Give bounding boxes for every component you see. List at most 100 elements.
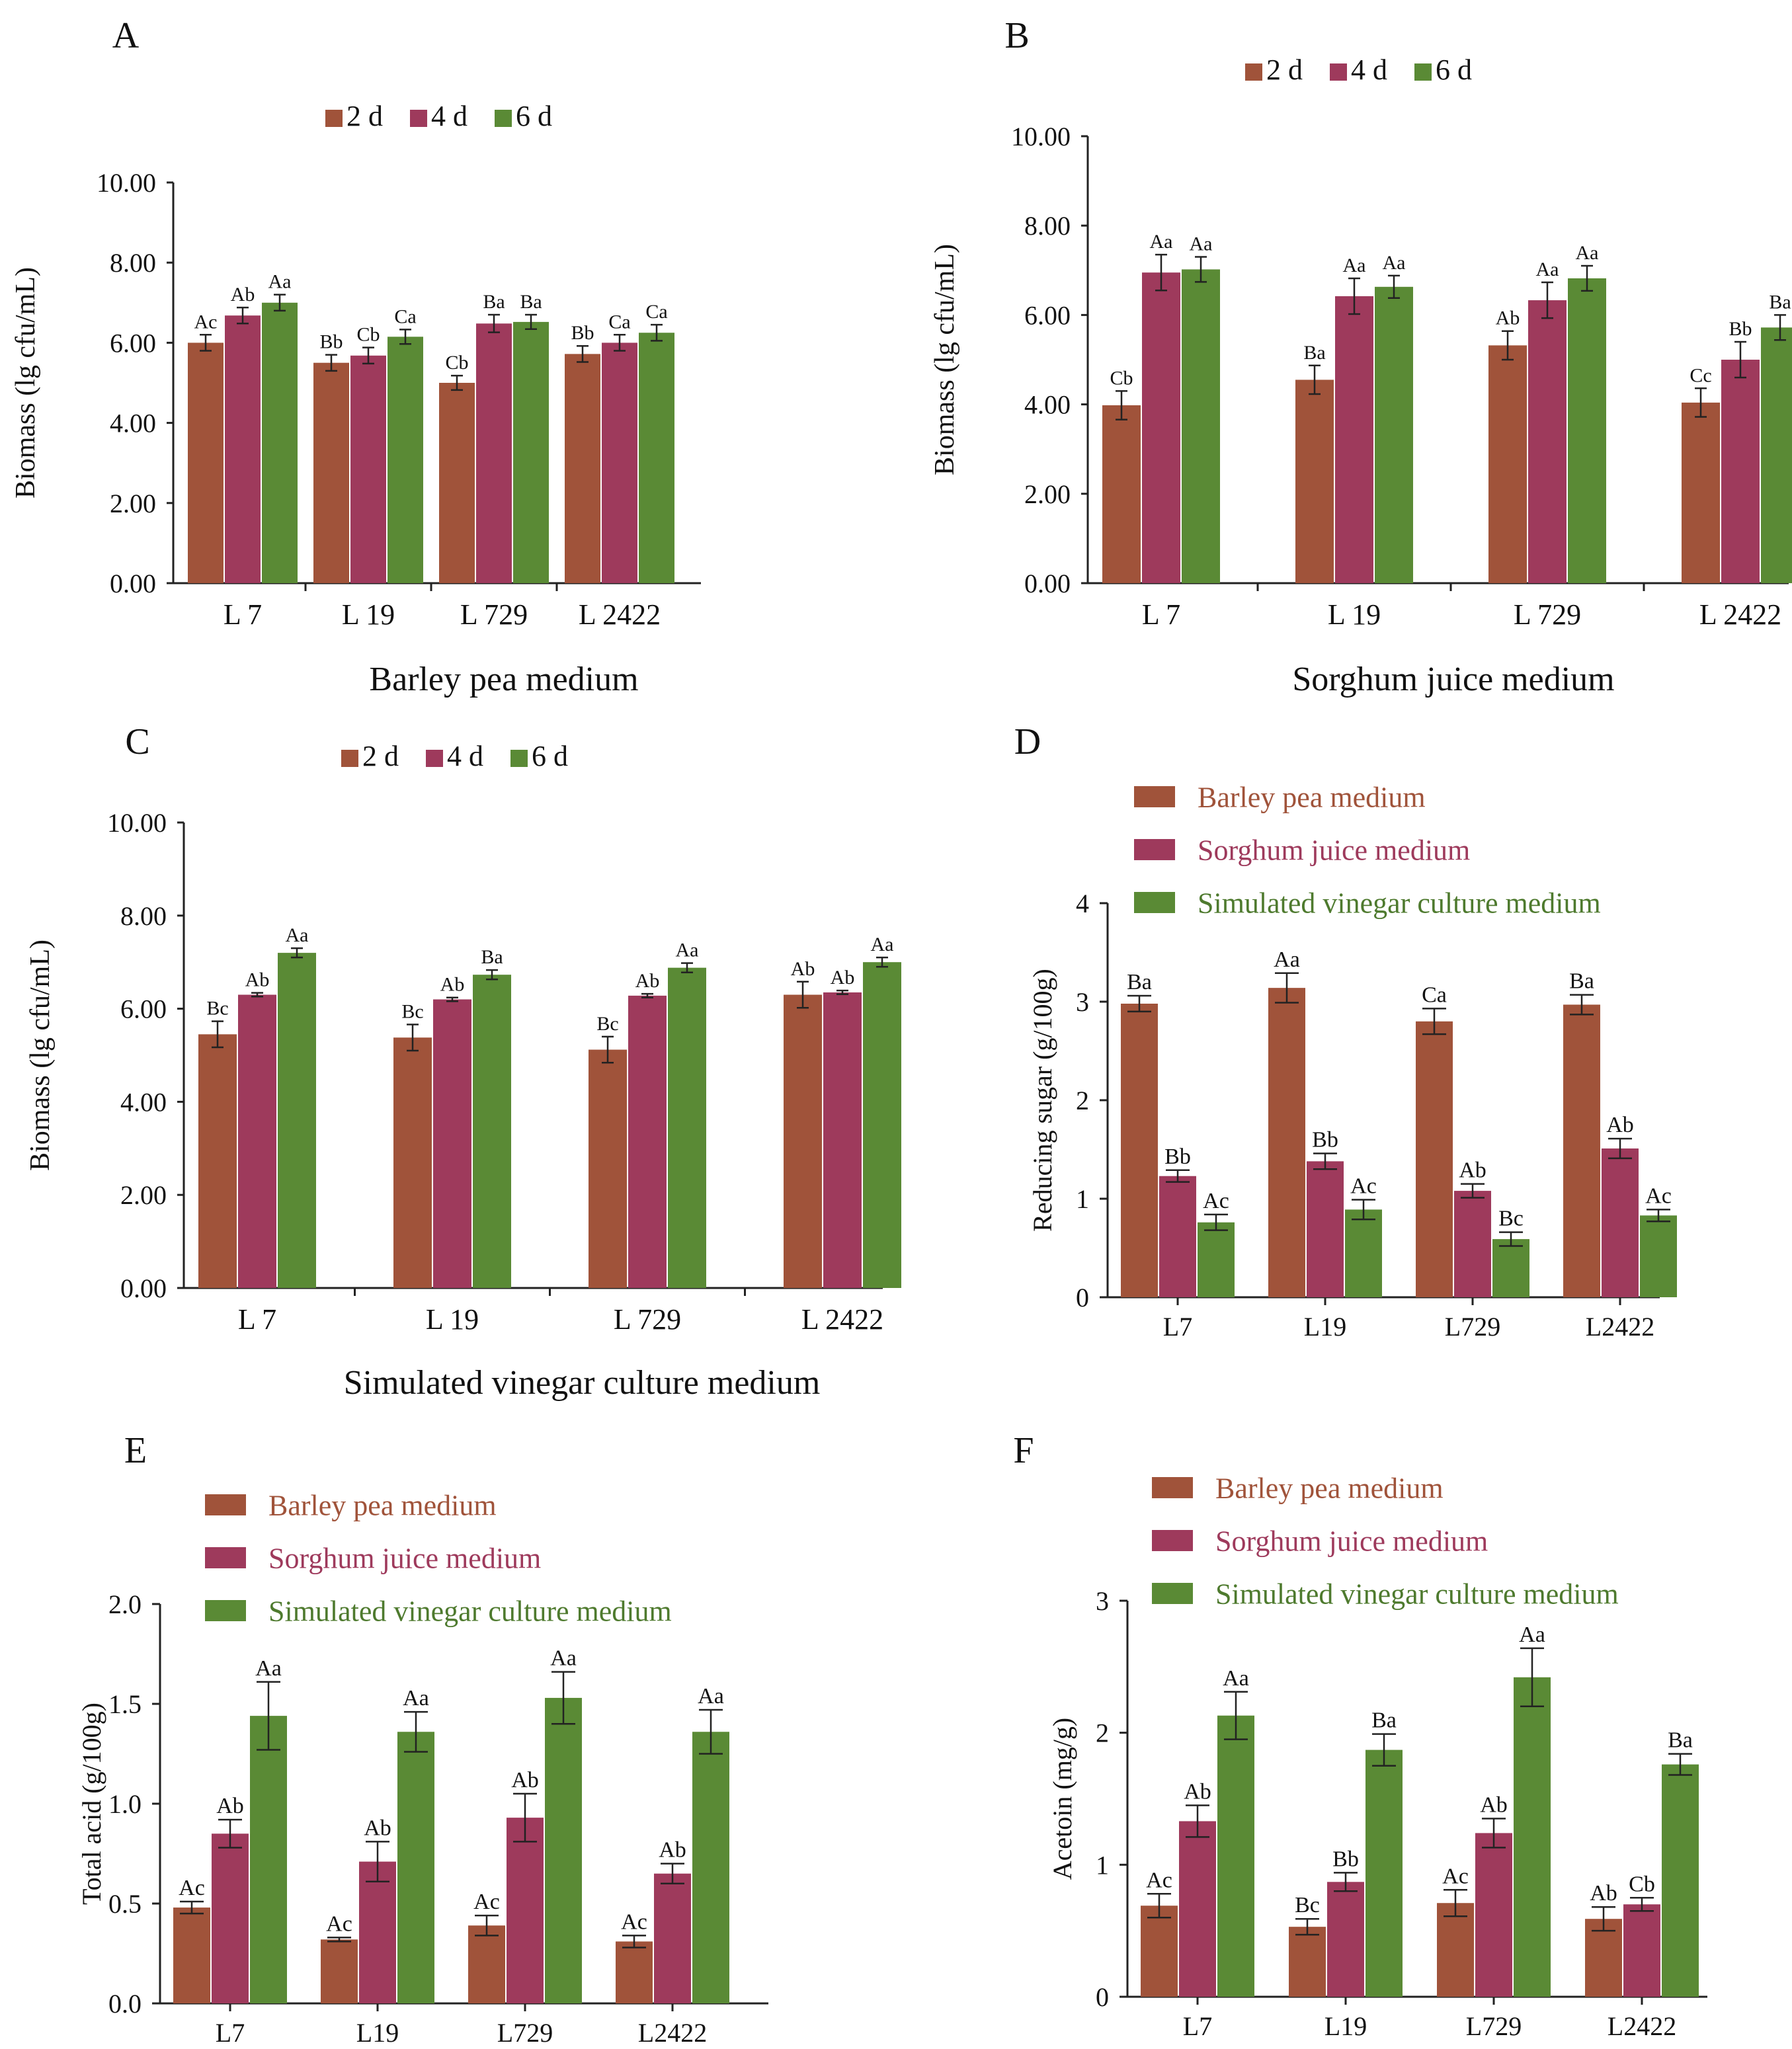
y-tick-label: 0.00 <box>120 1273 167 1303</box>
bar <box>1159 1176 1196 1297</box>
x-tick-label: L 2422 <box>1699 598 1781 631</box>
panel-letter: D <box>1014 721 1041 762</box>
x-tick-label: L7 <box>216 2018 245 2048</box>
bar <box>1492 1239 1529 1297</box>
x-tick-label: L19 <box>356 2018 399 2048</box>
significance-label: Ac <box>621 1909 647 1934</box>
significance-label: Ab <box>1459 1158 1487 1183</box>
legend-swatch <box>426 750 443 767</box>
x-tick-label: L 2422 <box>579 598 661 631</box>
legend-swatch <box>205 1547 246 1568</box>
bar <box>1217 1715 1254 1997</box>
legend-swatch <box>1330 63 1347 81</box>
bar <box>1307 1161 1344 1297</box>
y-tick-label: 2.00 <box>1024 479 1071 509</box>
significance-label: Bb <box>571 322 594 344</box>
legend-swatch <box>1152 1583 1193 1604</box>
bar <box>1179 1821 1216 1997</box>
significance-label: Aa <box>1274 947 1300 972</box>
bar <box>565 354 600 583</box>
y-axis-title: Acetoin (mg/g) <box>1047 1718 1077 1880</box>
bar <box>1289 1927 1326 1997</box>
significance-label: Ab <box>216 1794 244 1818</box>
bar <box>513 321 549 583</box>
bar <box>1682 402 1720 583</box>
significance-label: Bc <box>206 998 228 1020</box>
y-axis-title: Reducing sugar (g/100g) <box>1028 969 1057 1232</box>
y-tick-label: 1 <box>1096 1850 1109 1880</box>
panel-c: C 0.00 2.00 4.00 6.00 8.00 10.00 Biomass (lg cf… <box>25 721 901 1402</box>
y-tick-label: 6.00 <box>120 994 167 1024</box>
significance-label: Ba <box>483 291 505 313</box>
bar <box>1416 1021 1453 1297</box>
bar <box>1514 1677 1551 1997</box>
panel-b: B 0.00 2.00 4.00 6.00 8.00 10.00 Biomass (lg cf… <box>930 15 1792 698</box>
bar <box>439 383 475 583</box>
legend-label: Barley pea medium <box>1198 781 1426 813</box>
bar <box>433 999 471 1288</box>
y-tick-label: 8.00 <box>120 901 167 931</box>
x-axis-title: Simulated vinegar culture medium <box>344 1364 821 1402</box>
bar <box>1761 327 1792 583</box>
x-tick-label: L 729 <box>614 1303 681 1336</box>
bar <box>397 1732 434 2003</box>
bar <box>545 1697 582 2003</box>
y-tick-label: 0.0 <box>108 1989 142 2019</box>
legend: 2 d 4 d 6 d <box>341 740 568 772</box>
y-tick-label: 4.00 <box>110 409 156 438</box>
significance-label: Ac <box>326 1911 352 1936</box>
legend-swatch <box>205 1494 246 1515</box>
y-tick-label: 3 <box>1096 1586 1109 1616</box>
bar <box>1528 300 1567 583</box>
significance-label: Aa <box>676 940 699 961</box>
panel-f: F 0 1 2 3 Acetoin (mg/g) L7 Ac Ab Aa L19 Bc Bb Ba L729… <box>1013 1430 1707 2041</box>
bar <box>393 1037 432 1288</box>
significance-label: Aa <box>1190 233 1213 255</box>
legend: 2 d 4 d 6 d <box>1245 54 1472 86</box>
legend-label: 4 d <box>447 740 483 772</box>
bar <box>1345 1209 1382 1297</box>
significance-label: Cc <box>1690 364 1711 386</box>
bar <box>262 302 298 583</box>
y-tick-label: 6.00 <box>1024 300 1071 330</box>
bar <box>225 315 261 583</box>
bar <box>1488 345 1527 583</box>
bar <box>1585 1919 1622 1997</box>
significance-label: Ba <box>1769 291 1791 313</box>
significance-label: Bb <box>1164 1145 1191 1169</box>
bar <box>1335 296 1373 583</box>
x-tick-label: L 19 <box>342 598 395 631</box>
y-tick-label: 8.00 <box>110 248 156 278</box>
bar <box>1121 1003 1158 1297</box>
legend-swatch <box>1414 63 1432 81</box>
significance-label: Ab <box>791 958 815 980</box>
bar <box>668 967 706 1288</box>
y-tick-label: 4.00 <box>120 1087 167 1117</box>
bar <box>173 1908 210 2003</box>
x-tick-label: L 729 <box>1514 598 1581 631</box>
significance-label: Cb <box>445 352 468 374</box>
x-tick-label: L 19 <box>1328 598 1381 631</box>
y-tick-label: 8.00 <box>1024 211 1071 241</box>
significance-label: Bb <box>1729 318 1752 340</box>
significance-label: Aa <box>1536 259 1559 280</box>
panel-d: D 0 1 2 3 4 Reducing sugar (g/100g) L7 Ba Bb Ac L19… <box>1014 721 1677 1342</box>
bar <box>602 342 637 583</box>
y-tick-label: 2.00 <box>110 489 156 518</box>
y-tick-label: 1 <box>1076 1184 1089 1214</box>
significance-label: Ca <box>394 305 416 327</box>
significance-label: Ab <box>1480 1792 1508 1817</box>
bar <box>1721 360 1760 583</box>
significance-label: Aa <box>268 271 292 293</box>
significance-label: Aa <box>1223 1666 1249 1691</box>
x-axis-title: Sorghum juice medium <box>1292 661 1614 698</box>
legend-swatch <box>205 1600 246 1621</box>
y-axis-title: Biomass (lg cfu/mL) <box>930 244 960 475</box>
significance-label: Aa <box>1383 252 1406 274</box>
significance-label: Bb <box>319 331 343 353</box>
bar <box>1563 1004 1600 1297</box>
bar <box>198 1034 237 1288</box>
y-tick-label: 2 <box>1076 1086 1089 1115</box>
legend: Barley pea medium Sorghum juice medium Sim… <box>1134 781 1601 919</box>
